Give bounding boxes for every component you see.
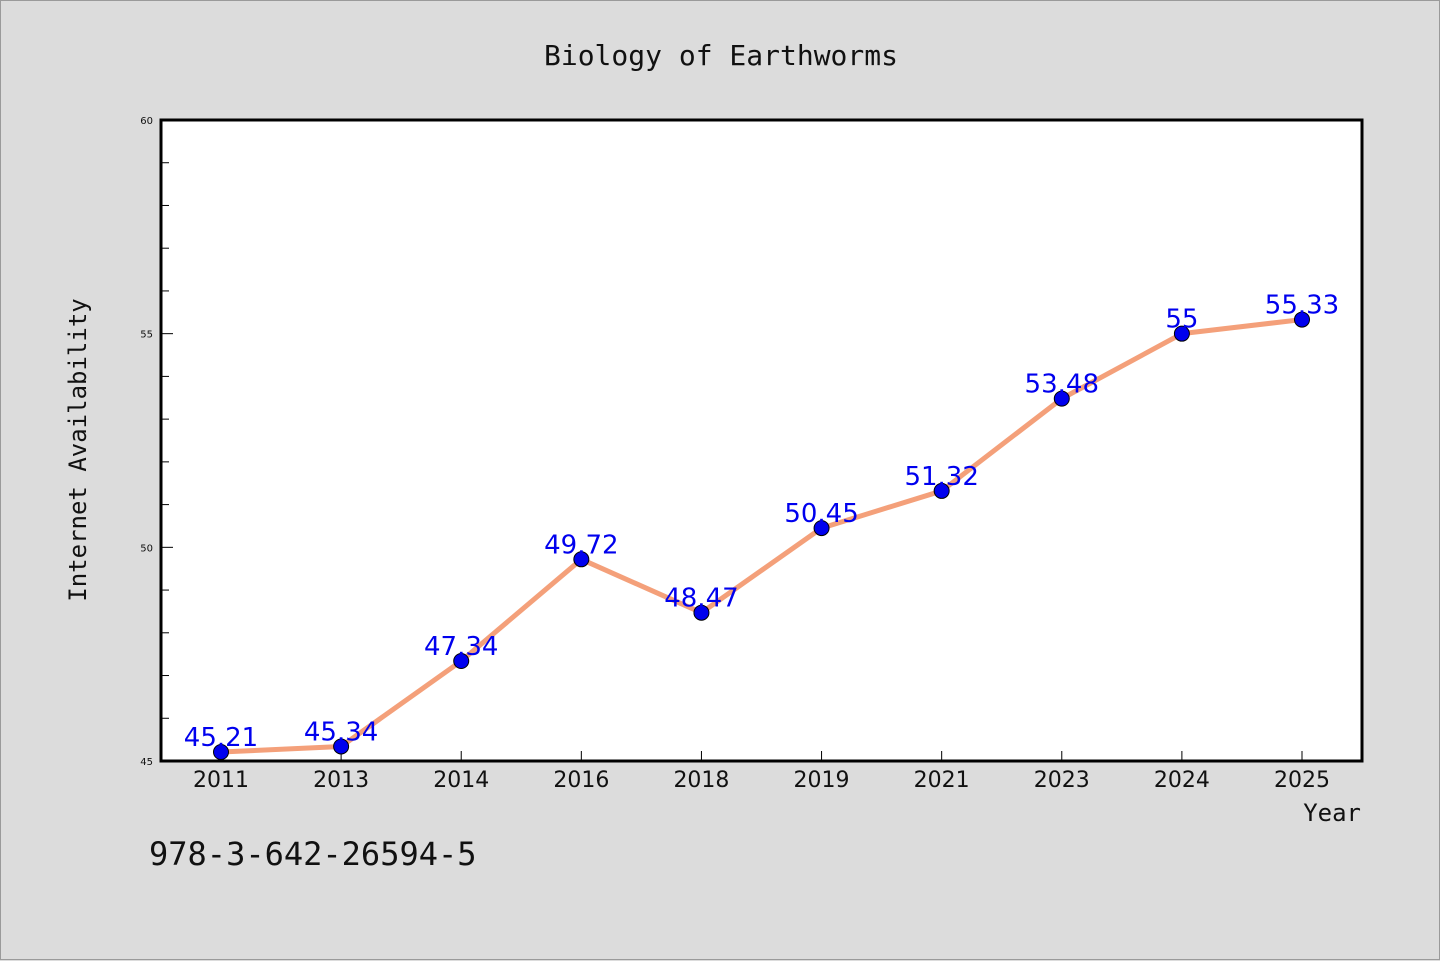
data-label: 55.33 [1265, 291, 1339, 321]
x-tick-label: 2023 [1034, 768, 1090, 793]
x-tick-label: 2025 [1274, 768, 1330, 793]
y-tick-label: 55 [140, 330, 153, 341]
data-label: 49.72 [544, 530, 618, 560]
data-point [1053, 390, 1070, 407]
x-tick-label: 2021 [914, 768, 970, 793]
data-label: 51.32 [904, 462, 978, 492]
data-point [333, 738, 350, 755]
data-point [1173, 325, 1190, 342]
data-label: 50.45 [784, 499, 858, 529]
data-point [813, 520, 830, 537]
y-axis: 45 50 55 60 [140, 116, 173, 768]
series-line [220, 317, 1303, 755]
plot-area [159, 118, 1364, 763]
x-tick-label: 2013 [313, 768, 369, 793]
x-tick-label: 2014 [433, 768, 489, 793]
data-label: 45.34 [304, 717, 378, 747]
x-tick-label: 2018 [673, 768, 729, 793]
data-label: 55 [1165, 305, 1198, 335]
y-tick-label: 50 [140, 543, 153, 554]
y-axis-title: Internet Availability [64, 298, 92, 601]
y-tick-label: 60 [140, 116, 153, 127]
x-tick-label: 2019 [794, 768, 850, 793]
data-label: 53.48 [1025, 370, 1099, 400]
data-label: 45.21 [184, 723, 258, 753]
data-label: 47.34 [424, 632, 498, 662]
data-point [573, 551, 590, 568]
isbn-note: 978-3-642-26594-5 [149, 835, 477, 873]
x-axis-title: Year [1303, 799, 1361, 827]
chart-title: Biology of Earthworms [544, 39, 898, 72]
data-point [213, 744, 229, 761]
data-labels: 45.21 45.34 47.34 49.72 48.47 50.45 51.32 53.48… [184, 291, 1339, 753]
series-markers [213, 311, 1310, 761]
data-point [453, 653, 470, 670]
x-tick-label: 2016 [553, 768, 609, 793]
data-point [933, 482, 950, 499]
x-axis: 2011 2013 2014 2016 2018 2019 2021 2023 2024 2025 [193, 751, 1330, 793]
x-tick-label: 2011 [193, 768, 249, 793]
data-label: 48.47 [664, 584, 738, 614]
data-point [1294, 311, 1310, 328]
data-point [693, 604, 710, 621]
x-tick-label: 2024 [1154, 768, 1210, 793]
y-tick-label: 45 [140, 757, 153, 768]
